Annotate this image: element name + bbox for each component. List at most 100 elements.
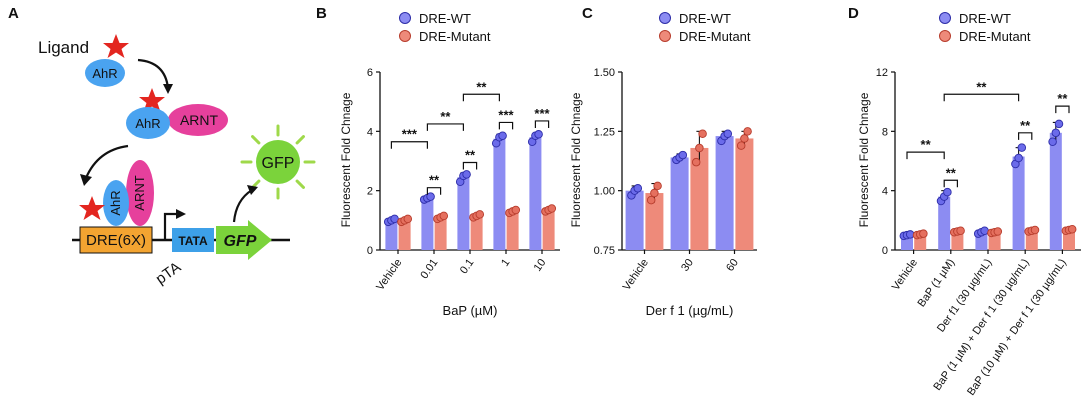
y-tick-label: 0.75 — [594, 245, 615, 257]
panel-label: D — [848, 5, 859, 22]
bar-dre-mutant — [470, 215, 483, 250]
ahr-oval-top — [85, 59, 125, 87]
data-point — [691, 157, 701, 167]
bar-dre-wt — [385, 220, 398, 250]
tata-box — [172, 228, 214, 252]
significance-bracket — [390, 141, 428, 149]
data-point — [1048, 137, 1057, 146]
significance-label: ** — [476, 79, 487, 94]
y-axis-label: Fluorescent Fold Chnage — [339, 92, 353, 227]
y-tick-label: 1.00 — [594, 186, 615, 198]
y-tick-label: 0 — [367, 245, 373, 257]
data-point — [426, 192, 435, 201]
significance-bracket — [462, 93, 500, 102]
significance-label: ** — [465, 147, 476, 162]
legend-label: DRE-WT — [959, 11, 1011, 26]
significance-label: ** — [1057, 91, 1068, 106]
data-point — [695, 143, 704, 153]
significance-bracket — [426, 187, 442, 195]
chart-panel-c: C DRE-WT DRE-Mutant 0.75 1.00 1.25 1.50 Fluores… — [569, 5, 757, 318]
data-point — [678, 150, 688, 160]
bar-dre-mutant — [506, 211, 519, 250]
x-tick-label: 10 — [532, 257, 549, 274]
panel-a-label: A — [8, 5, 19, 22]
y-tick-label: 12 — [876, 67, 888, 79]
data-point — [439, 211, 449, 221]
data-point — [403, 214, 413, 224]
bar-dre-mutant — [398, 220, 411, 250]
legend-label: DRE-Mutant — [419, 29, 491, 44]
y-tick-label: 4 — [882, 186, 888, 198]
significance-bracket — [1055, 105, 1070, 114]
x-tick-label: 1 — [499, 257, 512, 269]
promoter-arrow-head — [176, 209, 186, 219]
significance-bracket — [1018, 132, 1033, 140]
data-point — [993, 227, 1003, 236]
data-point — [653, 181, 662, 191]
legend-label: DRE-Mutant — [959, 29, 1031, 44]
expression-arrow-head — [247, 185, 258, 195]
significance-bracket — [943, 93, 1020, 102]
promoter-arrow — [163, 212, 178, 240]
data-point — [956, 226, 965, 235]
significance-bracket — [943, 179, 958, 188]
x-tick-label: Vehicle — [374, 257, 404, 293]
bar-dre-wt — [938, 196, 951, 250]
ahr-label-mid: AhR — [135, 116, 160, 131]
gfp-glow-ray — [295, 135, 305, 145]
y-tick-label: 6 — [367, 67, 373, 79]
y-tick-label: 0 — [882, 245, 888, 257]
data-point — [1051, 128, 1061, 138]
data-point — [646, 195, 656, 205]
x-tick-label: BaP (1 µM) — [916, 257, 958, 309]
gfp-glow-ray — [295, 179, 305, 189]
y-tick-label: 4 — [367, 126, 373, 138]
arrow-curve-2 — [84, 144, 129, 179]
bar-dre-wt — [529, 137, 542, 250]
x-tick-label: 30 — [679, 257, 696, 274]
significance-label: *** — [534, 106, 550, 121]
ahr-label-top: AhR — [92, 66, 117, 81]
ahr-oval-bottom — [103, 180, 129, 226]
legend-marker-dre-mutant — [399, 30, 411, 42]
data-point — [698, 129, 707, 138]
bar-dre-mutant — [690, 147, 709, 250]
data-point — [1014, 153, 1023, 163]
significance-bracket — [498, 121, 514, 130]
gfp-bubble — [256, 140, 300, 184]
tata-label: TATA — [178, 234, 208, 248]
significance-bracket — [906, 151, 945, 160]
significance-bracket — [534, 120, 550, 128]
dre-label: DRE(6X) — [86, 232, 146, 249]
bar-dre-mutant — [542, 209, 555, 250]
legend-label: DRE-Mutant — [679, 29, 751, 44]
significance-label: ** — [440, 109, 451, 124]
significance-label: ** — [946, 165, 957, 180]
data-point — [743, 127, 752, 136]
ahr-oval-mid — [126, 107, 170, 139]
significance-label: *** — [498, 107, 514, 122]
ligand-star-icon — [103, 34, 129, 58]
significance-label: ** — [1020, 118, 1031, 133]
data-point — [462, 170, 471, 179]
x-tick-label: 60 — [724, 257, 741, 274]
y-axis-label: Fluorescent Fold Chnage — [857, 92, 871, 227]
bar-dre-wt — [1049, 132, 1062, 250]
gfp-gene-arrow — [216, 220, 272, 260]
bar-dre-wt — [625, 190, 644, 250]
x-tick-label: Vehicle — [621, 257, 651, 293]
data-point — [534, 130, 543, 139]
legend-marker-dre-wt — [659, 12, 671, 24]
x-tick-label: Vehicle — [890, 257, 920, 293]
gfp-glow-ray — [251, 135, 261, 145]
bar-dre-wt — [715, 136, 734, 250]
data-point — [650, 188, 659, 198]
bar-dre-wt — [670, 157, 689, 250]
bar-dre-wt — [457, 177, 470, 250]
ahr-label-bottom: AhR — [108, 190, 123, 215]
bar-dre-mutant — [645, 193, 664, 250]
bar-dre-mutant — [434, 217, 447, 250]
panel-label: B — [316, 5, 327, 22]
arrow-head-2 — [80, 174, 92, 186]
